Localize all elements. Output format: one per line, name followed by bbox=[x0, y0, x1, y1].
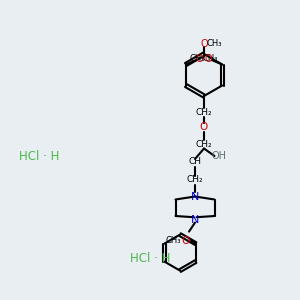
Text: CH₂: CH₂ bbox=[196, 140, 212, 148]
Text: CH₃: CH₃ bbox=[202, 54, 218, 63]
Text: N: N bbox=[191, 214, 199, 225]
Text: CH₃: CH₃ bbox=[207, 39, 222, 48]
Text: CH: CH bbox=[188, 158, 202, 166]
Text: O: O bbox=[200, 122, 208, 133]
Text: HCl · H: HCl · H bbox=[19, 149, 59, 163]
Text: OH: OH bbox=[212, 151, 226, 161]
Text: N: N bbox=[191, 191, 199, 202]
Text: O: O bbox=[181, 236, 189, 246]
Text: CH₂: CH₂ bbox=[196, 108, 212, 117]
Text: CH₃: CH₃ bbox=[190, 54, 205, 63]
Text: O: O bbox=[196, 53, 203, 64]
Text: O: O bbox=[205, 53, 212, 64]
Text: CH₃: CH₃ bbox=[166, 236, 182, 245]
Text: HCl · H: HCl · H bbox=[130, 251, 170, 265]
Text: O: O bbox=[200, 38, 208, 49]
Text: CH₂: CH₂ bbox=[187, 176, 203, 184]
